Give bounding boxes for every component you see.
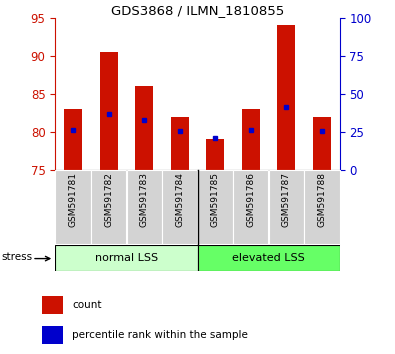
Text: percentile rank within the sample: percentile rank within the sample bbox=[72, 330, 248, 340]
Bar bbox=[55, 170, 91, 244]
Bar bbox=[64, 109, 82, 170]
Bar bbox=[162, 170, 198, 244]
Text: GSM591787: GSM591787 bbox=[282, 172, 291, 227]
Text: count: count bbox=[72, 299, 102, 310]
Text: GSM591783: GSM591783 bbox=[140, 172, 149, 227]
Bar bbox=[304, 170, 340, 244]
Bar bbox=[269, 170, 304, 244]
Bar bbox=[242, 109, 260, 170]
Bar bbox=[171, 116, 189, 170]
Bar bbox=[55, 245, 198, 271]
Bar bbox=[126, 170, 162, 244]
Bar bbox=[313, 116, 331, 170]
Text: elevated LSS: elevated LSS bbox=[232, 253, 305, 263]
Bar bbox=[41, 296, 63, 314]
Text: GSM591782: GSM591782 bbox=[104, 172, 113, 227]
Bar bbox=[41, 326, 63, 344]
Bar bbox=[233, 170, 269, 244]
Text: GSM591781: GSM591781 bbox=[69, 172, 77, 227]
Text: GSM591784: GSM591784 bbox=[175, 172, 184, 227]
Text: GSM591786: GSM591786 bbox=[246, 172, 255, 227]
Text: normal LSS: normal LSS bbox=[95, 253, 158, 263]
Text: GSM591785: GSM591785 bbox=[211, 172, 220, 227]
Bar bbox=[91, 170, 126, 244]
Text: stress: stress bbox=[1, 252, 32, 262]
Bar bbox=[198, 245, 340, 271]
Bar bbox=[100, 52, 118, 170]
Bar bbox=[198, 170, 233, 244]
Bar bbox=[135, 86, 153, 170]
Bar bbox=[206, 139, 224, 170]
Title: GDS3868 / ILMN_1810855: GDS3868 / ILMN_1810855 bbox=[111, 4, 284, 17]
Bar bbox=[277, 25, 295, 170]
Text: GSM591788: GSM591788 bbox=[318, 172, 326, 227]
